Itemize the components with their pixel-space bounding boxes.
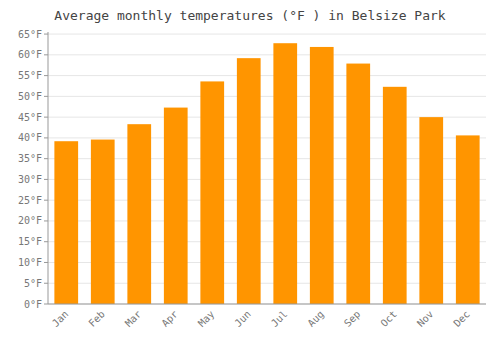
bar [91,140,115,304]
x-tick-label: Oct [378,308,399,329]
bar [456,135,480,304]
y-axis-line [48,32,49,304]
y-tick [44,137,48,138]
bar [164,108,188,304]
x-tick-label: May [196,308,217,329]
y-tick [44,220,48,221]
y-tick-label: 50°F [18,91,42,102]
y-tick-label: 15°F [18,236,42,247]
bar [237,58,261,304]
bar [200,81,224,304]
y-tick-label: 30°F [18,174,42,185]
y-tick-label: 0°F [24,299,42,310]
bars [54,43,479,304]
bar [273,43,297,304]
bar [54,141,78,304]
x-tick-label: Jan [50,308,71,329]
y-tick [44,158,48,159]
y-tick [44,304,48,305]
x-tick-label: Apr [159,308,180,329]
grid-line [48,34,486,35]
y-tick-label: 45°F [18,112,42,123]
y-tick-label: 60°F [18,49,42,60]
bar [419,117,443,304]
y-tick-label: 20°F [18,215,42,226]
x-axis: Jan Feb Mar Apr May Jun Jul Aug Sep Oct Nov Dec [50,308,472,329]
y-tick [44,54,48,55]
bar [346,64,370,304]
y-tick-label: 55°F [18,70,42,81]
y-tick-label: 40°F [18,132,42,143]
grid-line [48,54,486,55]
grid-line [48,96,486,97]
x-axis-line [48,304,486,305]
chart-container: Average monthly temperatures (°F ) in Be… [0,0,500,350]
y-tick [44,241,48,242]
y-tick-label: 65°F [18,29,42,40]
y-tick-label: 5°F [24,278,42,289]
title: Average monthly temperatures (°F ) in Be… [54,8,446,23]
y-tick [44,96,48,97]
y-axis: 0°F 5°F 10°F 15°F 20°F 25°F 30°F 35°F 40°F 45°F 50… [18,29,48,310]
y-tick [44,283,48,284]
chart-svg: Average monthly temperatures (°F ) in Be… [0,0,500,350]
y-tick-label: 25°F [18,195,42,206]
bar [310,47,334,304]
x-tick-label: Nov [415,308,436,329]
x-tick-label: Jun [232,308,253,329]
y-tick [44,117,48,118]
grid [48,34,486,304]
bar [127,124,151,304]
bar [383,87,407,304]
x-tick-label: Aug [305,308,326,329]
y-tick [44,262,48,263]
x-tick-label: Sep [342,308,363,329]
grid-line [48,304,486,305]
x-tick-label: Mar [123,308,144,329]
x-tick-label: Jul [269,308,290,329]
grid-line [48,75,486,76]
y-tick [44,34,48,35]
y-tick [44,200,48,201]
x-tick-label: Dec [451,308,472,329]
x-tick-label: Feb [86,308,107,329]
y-tick-label: 35°F [18,153,42,164]
y-tick [44,179,48,180]
y-tick-label: 10°F [18,257,42,268]
y-tick [44,75,48,76]
